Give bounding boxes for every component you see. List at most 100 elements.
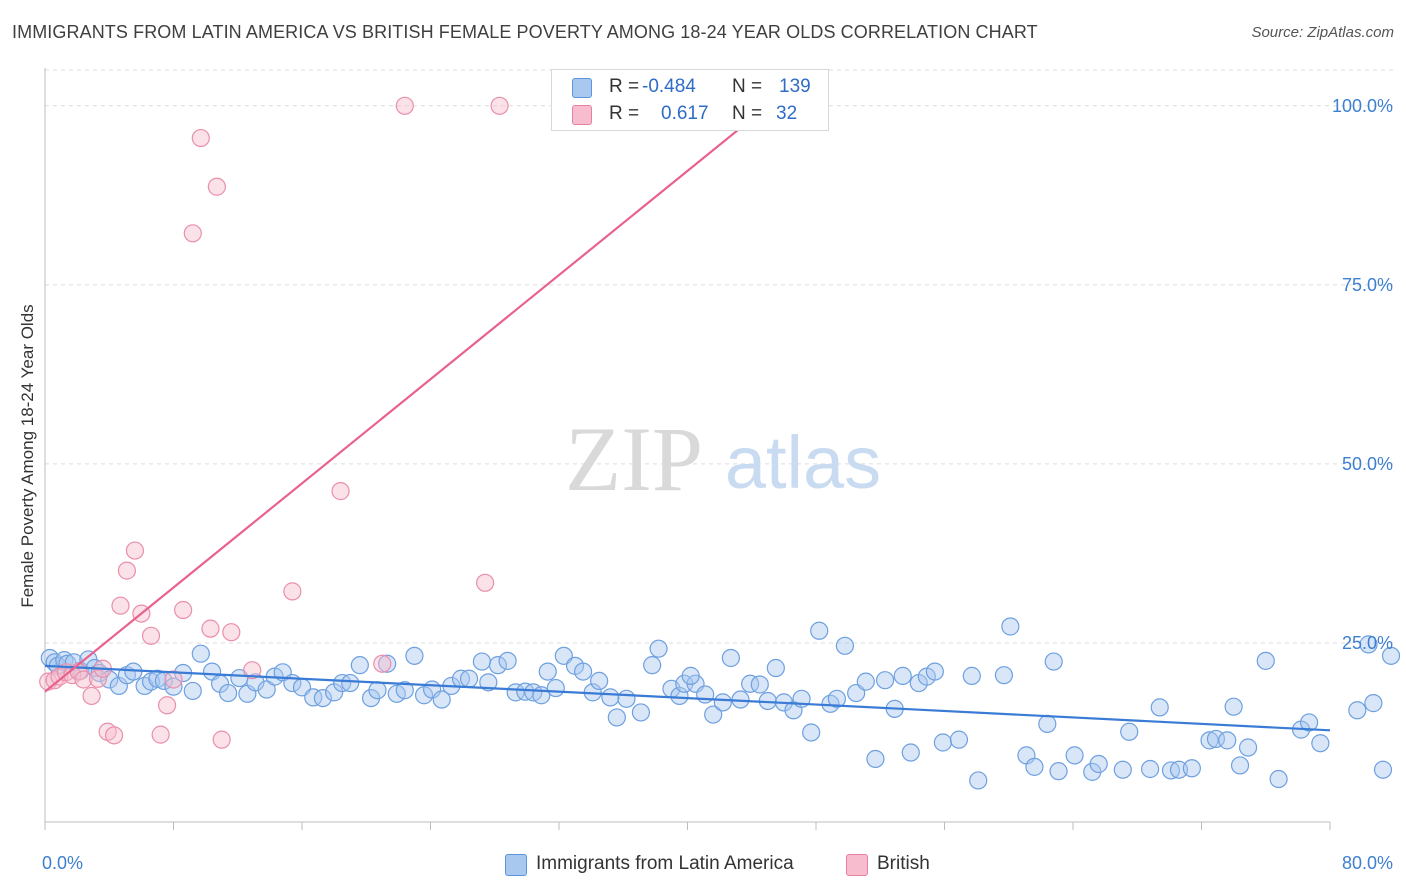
latin-america-point [1300, 713, 1319, 732]
british-point [207, 177, 226, 196]
british-point [125, 541, 145, 560]
data-points [39, 96, 1401, 790]
latin-america-point [631, 703, 651, 722]
latin-america-point [405, 646, 424, 665]
british-point [243, 661, 262, 680]
latin-america-point [459, 669, 479, 688]
y-tick-label: 100.0% [1332, 96, 1393, 116]
british-point [395, 96, 414, 115]
latin-america-point [713, 693, 732, 712]
grid-lines [45, 69, 1395, 644]
latin-america-point [750, 675, 769, 694]
latin-america-point [506, 683, 525, 702]
latin-america-point [893, 666, 912, 685]
latin-america-trend-line [44, 664, 1331, 732]
latin-america-point [472, 652, 491, 671]
british-point [88, 669, 108, 688]
legend-swatch-british [572, 105, 592, 125]
source-label: Source: ZipAtlas.com [1251, 24, 1394, 41]
latin-america-point [704, 705, 723, 724]
latin-america-point [969, 771, 988, 790]
latin-america-point [810, 621, 829, 640]
x-tick-label: 80.0% [1342, 853, 1393, 873]
british-point [222, 623, 241, 642]
latin-america-point [164, 677, 183, 696]
latin-america-point [1238, 738, 1258, 757]
latin-america-point [257, 680, 276, 699]
latin-america-point [802, 723, 821, 742]
y-tick-label: 25.0% [1342, 633, 1393, 653]
latin-america-point [546, 678, 565, 698]
latin-america-point [721, 648, 740, 668]
latin-america-point [607, 708, 626, 727]
latin-america-point [1038, 714, 1057, 733]
latin-america-point [1182, 759, 1201, 778]
latin-america-point [590, 671, 609, 691]
british-point [476, 573, 495, 592]
british-trend-line [44, 104, 769, 693]
legend-r-value: 0.617 [661, 103, 709, 124]
latin-america-point [313, 688, 332, 708]
bottom-legend-label: Immigrants from Latin America [536, 853, 794, 874]
latin-america-point [368, 681, 387, 700]
latin-america-point [304, 688, 323, 707]
latin-america-point [1311, 734, 1330, 753]
latin-america-point [488, 656, 508, 675]
british-point [212, 730, 231, 749]
bottom-legend-label: British [877, 853, 930, 874]
latin-america-point [395, 681, 414, 700]
latin-america-point [766, 658, 785, 678]
latin-america-point [479, 673, 498, 692]
watermark-atlas: atlas [725, 421, 881, 504]
chart-title: IMMIGRANTS FROM LATIN AMERICA VS BRITISH… [12, 22, 1038, 42]
y-tick-label: 75.0% [1342, 275, 1393, 295]
latin-america-point [617, 689, 636, 708]
latin-america-point [1120, 722, 1139, 741]
british-point [104, 726, 124, 745]
legend-n-value: 32 [776, 103, 798, 124]
latin-america-point [835, 636, 855, 655]
legend-r-label: R = [609, 103, 640, 124]
latin-america-point [378, 654, 397, 673]
watermark: ZIP atlas [565, 408, 881, 510]
latin-america-point [933, 733, 952, 752]
latin-america-point [1140, 759, 1160, 779]
latin-america-point [538, 662, 557, 681]
latin-america-point [856, 672, 875, 691]
bottom-legend-swatch-british [846, 854, 868, 876]
british-point [82, 686, 101, 706]
british-point [373, 654, 392, 673]
latin-america-point [827, 689, 846, 708]
latin-america-point [949, 730, 969, 749]
latin-america-point [191, 644, 210, 663]
latin-america-point [1364, 694, 1383, 713]
latin-america-point [183, 681, 202, 701]
british-point [151, 725, 170, 744]
latin-america-point [1150, 698, 1169, 717]
legend-n-label: N = [732, 103, 763, 124]
latin-america-point [601, 688, 620, 707]
latin-america-point [219, 683, 238, 703]
latin-america-point [498, 651, 517, 670]
latin-america-point [573, 662, 593, 681]
legend-n-value: 139 [779, 76, 811, 97]
bottom-legend-swatch-latin-america [505, 854, 527, 876]
british-point [174, 600, 193, 620]
axes [44, 68, 1331, 830]
latin-america-point [681, 666, 700, 685]
british-point [164, 670, 183, 689]
latin-america-point [925, 662, 944, 681]
latin-america-point [1381, 646, 1401, 665]
british-point [111, 596, 130, 615]
latin-america-point [696, 685, 715, 704]
latin-america-point [1359, 635, 1378, 654]
latin-america-point [1065, 746, 1084, 765]
british-point [117, 561, 137, 580]
latin-america-point [994, 666, 1014, 685]
british-point [283, 582, 302, 601]
legend-swatch-latin-america [572, 78, 592, 98]
british-point [201, 619, 220, 638]
trend-lines [44, 104, 1331, 732]
british-point [74, 670, 93, 689]
